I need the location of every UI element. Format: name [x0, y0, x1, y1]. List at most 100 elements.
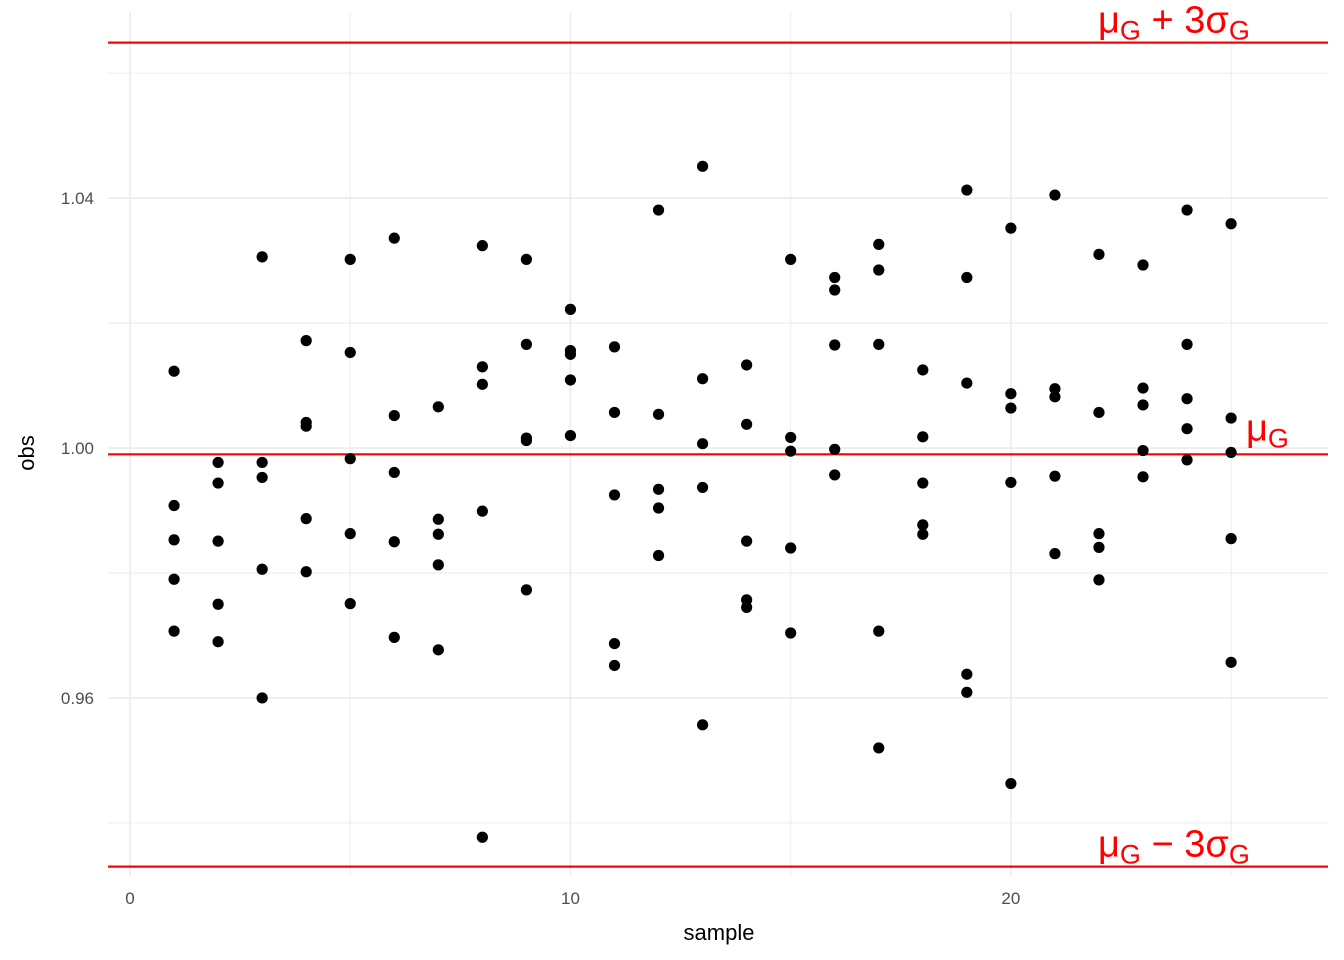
reference-lines — [108, 41, 1328, 868]
data-point — [520, 253, 533, 265]
data-point — [212, 636, 224, 648]
data-point — [917, 431, 929, 443]
data-point — [520, 338, 533, 350]
reference-label-center: μG — [1246, 407, 1289, 453]
data-point — [520, 434, 533, 447]
reference-labels: μG + 3σG μG μG − 3σG — [1098, 0, 1289, 870]
data-point — [873, 742, 885, 754]
data-point — [1181, 393, 1193, 405]
data-point — [564, 429, 577, 442]
data-point — [917, 364, 929, 376]
data-point — [917, 477, 929, 489]
data-points — [168, 160, 1237, 843]
data-point — [741, 359, 753, 371]
data-point — [829, 469, 841, 481]
data-point — [432, 644, 444, 656]
y-tick-label: 1.00 — [61, 439, 94, 458]
data-point — [1225, 218, 1237, 230]
data-point — [432, 513, 444, 525]
data-point — [432, 528, 444, 540]
data-point — [168, 625, 180, 637]
data-point — [652, 408, 665, 420]
data-point — [1093, 528, 1105, 540]
data-point — [785, 431, 797, 444]
data-point — [1005, 222, 1017, 234]
data-point — [785, 253, 797, 265]
data-point — [1137, 399, 1149, 411]
data-point — [520, 584, 533, 596]
data-point — [1005, 388, 1017, 400]
y-axis-ticks: 0.96 1.00 1.04 — [61, 189, 94, 708]
data-point — [785, 445, 797, 457]
data-point — [696, 719, 709, 731]
data-point — [829, 271, 841, 284]
data-point — [961, 271, 973, 284]
data-point — [432, 559, 444, 571]
data-point — [432, 401, 444, 413]
data-point — [476, 361, 488, 373]
data-point — [652, 502, 665, 514]
data-point — [256, 471, 268, 484]
y-axis-title: obs — [14, 435, 39, 470]
data-point — [1181, 338, 1193, 350]
data-point — [829, 339, 841, 351]
data-point — [1137, 471, 1149, 483]
x-tick-label: 0 — [125, 889, 134, 908]
data-point — [300, 420, 312, 432]
data-point — [476, 240, 488, 252]
data-point — [168, 499, 180, 512]
data-point — [961, 686, 973, 698]
data-point — [300, 566, 312, 578]
data-point — [300, 513, 312, 525]
data-point — [1225, 412, 1237, 424]
data-point — [961, 377, 973, 389]
data-point — [1049, 189, 1061, 201]
data-point — [1049, 391, 1061, 403]
data-point — [741, 601, 753, 613]
data-point — [1049, 548, 1061, 560]
data-point — [608, 489, 621, 501]
data-point — [1181, 204, 1193, 216]
data-point — [344, 528, 356, 540]
data-point — [212, 477, 224, 489]
grid-major-lines — [108, 12, 1328, 876]
data-point — [1049, 470, 1061, 482]
y-tick-label: 0.96 — [61, 689, 94, 708]
data-point — [1181, 454, 1193, 466]
data-point — [917, 519, 929, 531]
data-point — [212, 535, 224, 547]
data-point — [829, 284, 841, 296]
data-point — [388, 536, 400, 548]
x-axis-title: sample — [684, 920, 755, 945]
data-point — [961, 668, 973, 680]
data-point — [873, 238, 885, 250]
data-point — [256, 251, 268, 263]
data-point — [608, 406, 621, 419]
data-point — [961, 184, 973, 196]
data-point — [1137, 444, 1149, 457]
y-tick-label: 1.04 — [61, 189, 94, 208]
data-point — [1137, 259, 1149, 271]
data-point — [652, 549, 665, 562]
data-point — [696, 160, 709, 172]
data-point — [608, 659, 621, 672]
data-point — [873, 264, 885, 276]
data-point — [564, 303, 577, 315]
data-point — [785, 627, 797, 639]
data-point — [1005, 476, 1017, 489]
data-point — [1093, 406, 1105, 419]
data-point — [168, 365, 180, 377]
data-point — [564, 374, 577, 386]
data-point — [564, 348, 577, 360]
data-point — [344, 598, 356, 610]
data-point — [388, 232, 400, 244]
data-point — [168, 534, 180, 546]
data-point — [917, 528, 929, 540]
data-point — [608, 638, 621, 650]
data-point — [300, 335, 312, 347]
data-point — [829, 443, 841, 455]
x-tick-label: 20 — [1001, 889, 1020, 908]
x-tick-label: 10 — [561, 889, 580, 908]
data-point — [344, 253, 356, 265]
